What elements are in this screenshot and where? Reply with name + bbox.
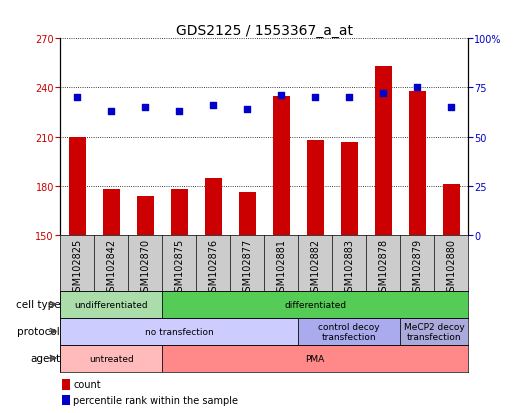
Text: cell type: cell type [16, 299, 60, 310]
Text: count: count [73, 379, 101, 389]
Text: GSM102882: GSM102882 [310, 238, 320, 297]
Text: MeCP2 decoy
transfection: MeCP2 decoy transfection [404, 322, 464, 341]
Text: no transfection: no transfection [145, 327, 213, 336]
Text: control decoy
transfection: control decoy transfection [319, 322, 380, 341]
Text: GSM102883: GSM102883 [344, 238, 354, 297]
Text: agent: agent [30, 353, 60, 363]
Point [141, 104, 150, 111]
Bar [238, 193, 256, 235]
Bar [162, 291, 468, 318]
Text: differentiated: differentiated [284, 300, 346, 309]
Point [73, 95, 82, 102]
Point [447, 104, 456, 111]
Text: undifferentiated: undifferentiated [74, 300, 148, 309]
Text: GSM102870: GSM102870 [140, 238, 150, 297]
Bar [62, 379, 70, 389]
Point [277, 93, 286, 100]
Bar [374, 67, 392, 235]
Bar [442, 185, 460, 235]
Point [107, 109, 116, 115]
Text: GSM102881: GSM102881 [276, 238, 286, 297]
Bar [298, 318, 400, 345]
Title: GDS2125 / 1553367_a_at: GDS2125 / 1553367_a_at [176, 24, 353, 38]
Point [175, 109, 184, 115]
Text: GSM102877: GSM102877 [242, 238, 252, 297]
Bar [69, 138, 86, 235]
Bar [306, 140, 324, 235]
Bar [272, 97, 290, 235]
Text: GSM102875: GSM102875 [174, 238, 184, 297]
Bar [60, 345, 162, 372]
Text: untreated: untreated [89, 354, 133, 363]
Text: GSM102876: GSM102876 [208, 238, 218, 297]
Bar [170, 190, 188, 235]
Text: PMA: PMA [305, 354, 325, 363]
Text: GSM102825: GSM102825 [72, 238, 82, 297]
Text: percentile rank within the sample: percentile rank within the sample [73, 395, 238, 405]
Text: GSM102878: GSM102878 [378, 238, 388, 297]
Point [209, 102, 218, 109]
Bar [62, 395, 70, 406]
Text: GSM102842: GSM102842 [106, 238, 116, 297]
Bar [137, 196, 154, 235]
Text: GSM102880: GSM102880 [446, 238, 456, 297]
Point [345, 95, 354, 102]
Point [379, 91, 388, 97]
Bar [408, 92, 426, 235]
Bar [204, 178, 222, 235]
Point [413, 85, 422, 92]
Bar [340, 142, 358, 235]
Bar [162, 345, 468, 372]
Bar [103, 190, 120, 235]
Point [243, 107, 252, 113]
Bar [400, 318, 468, 345]
Text: GSM102879: GSM102879 [412, 238, 422, 297]
Text: protocol: protocol [17, 326, 60, 337]
Bar [60, 291, 162, 318]
Point [311, 95, 320, 102]
Bar [60, 318, 298, 345]
